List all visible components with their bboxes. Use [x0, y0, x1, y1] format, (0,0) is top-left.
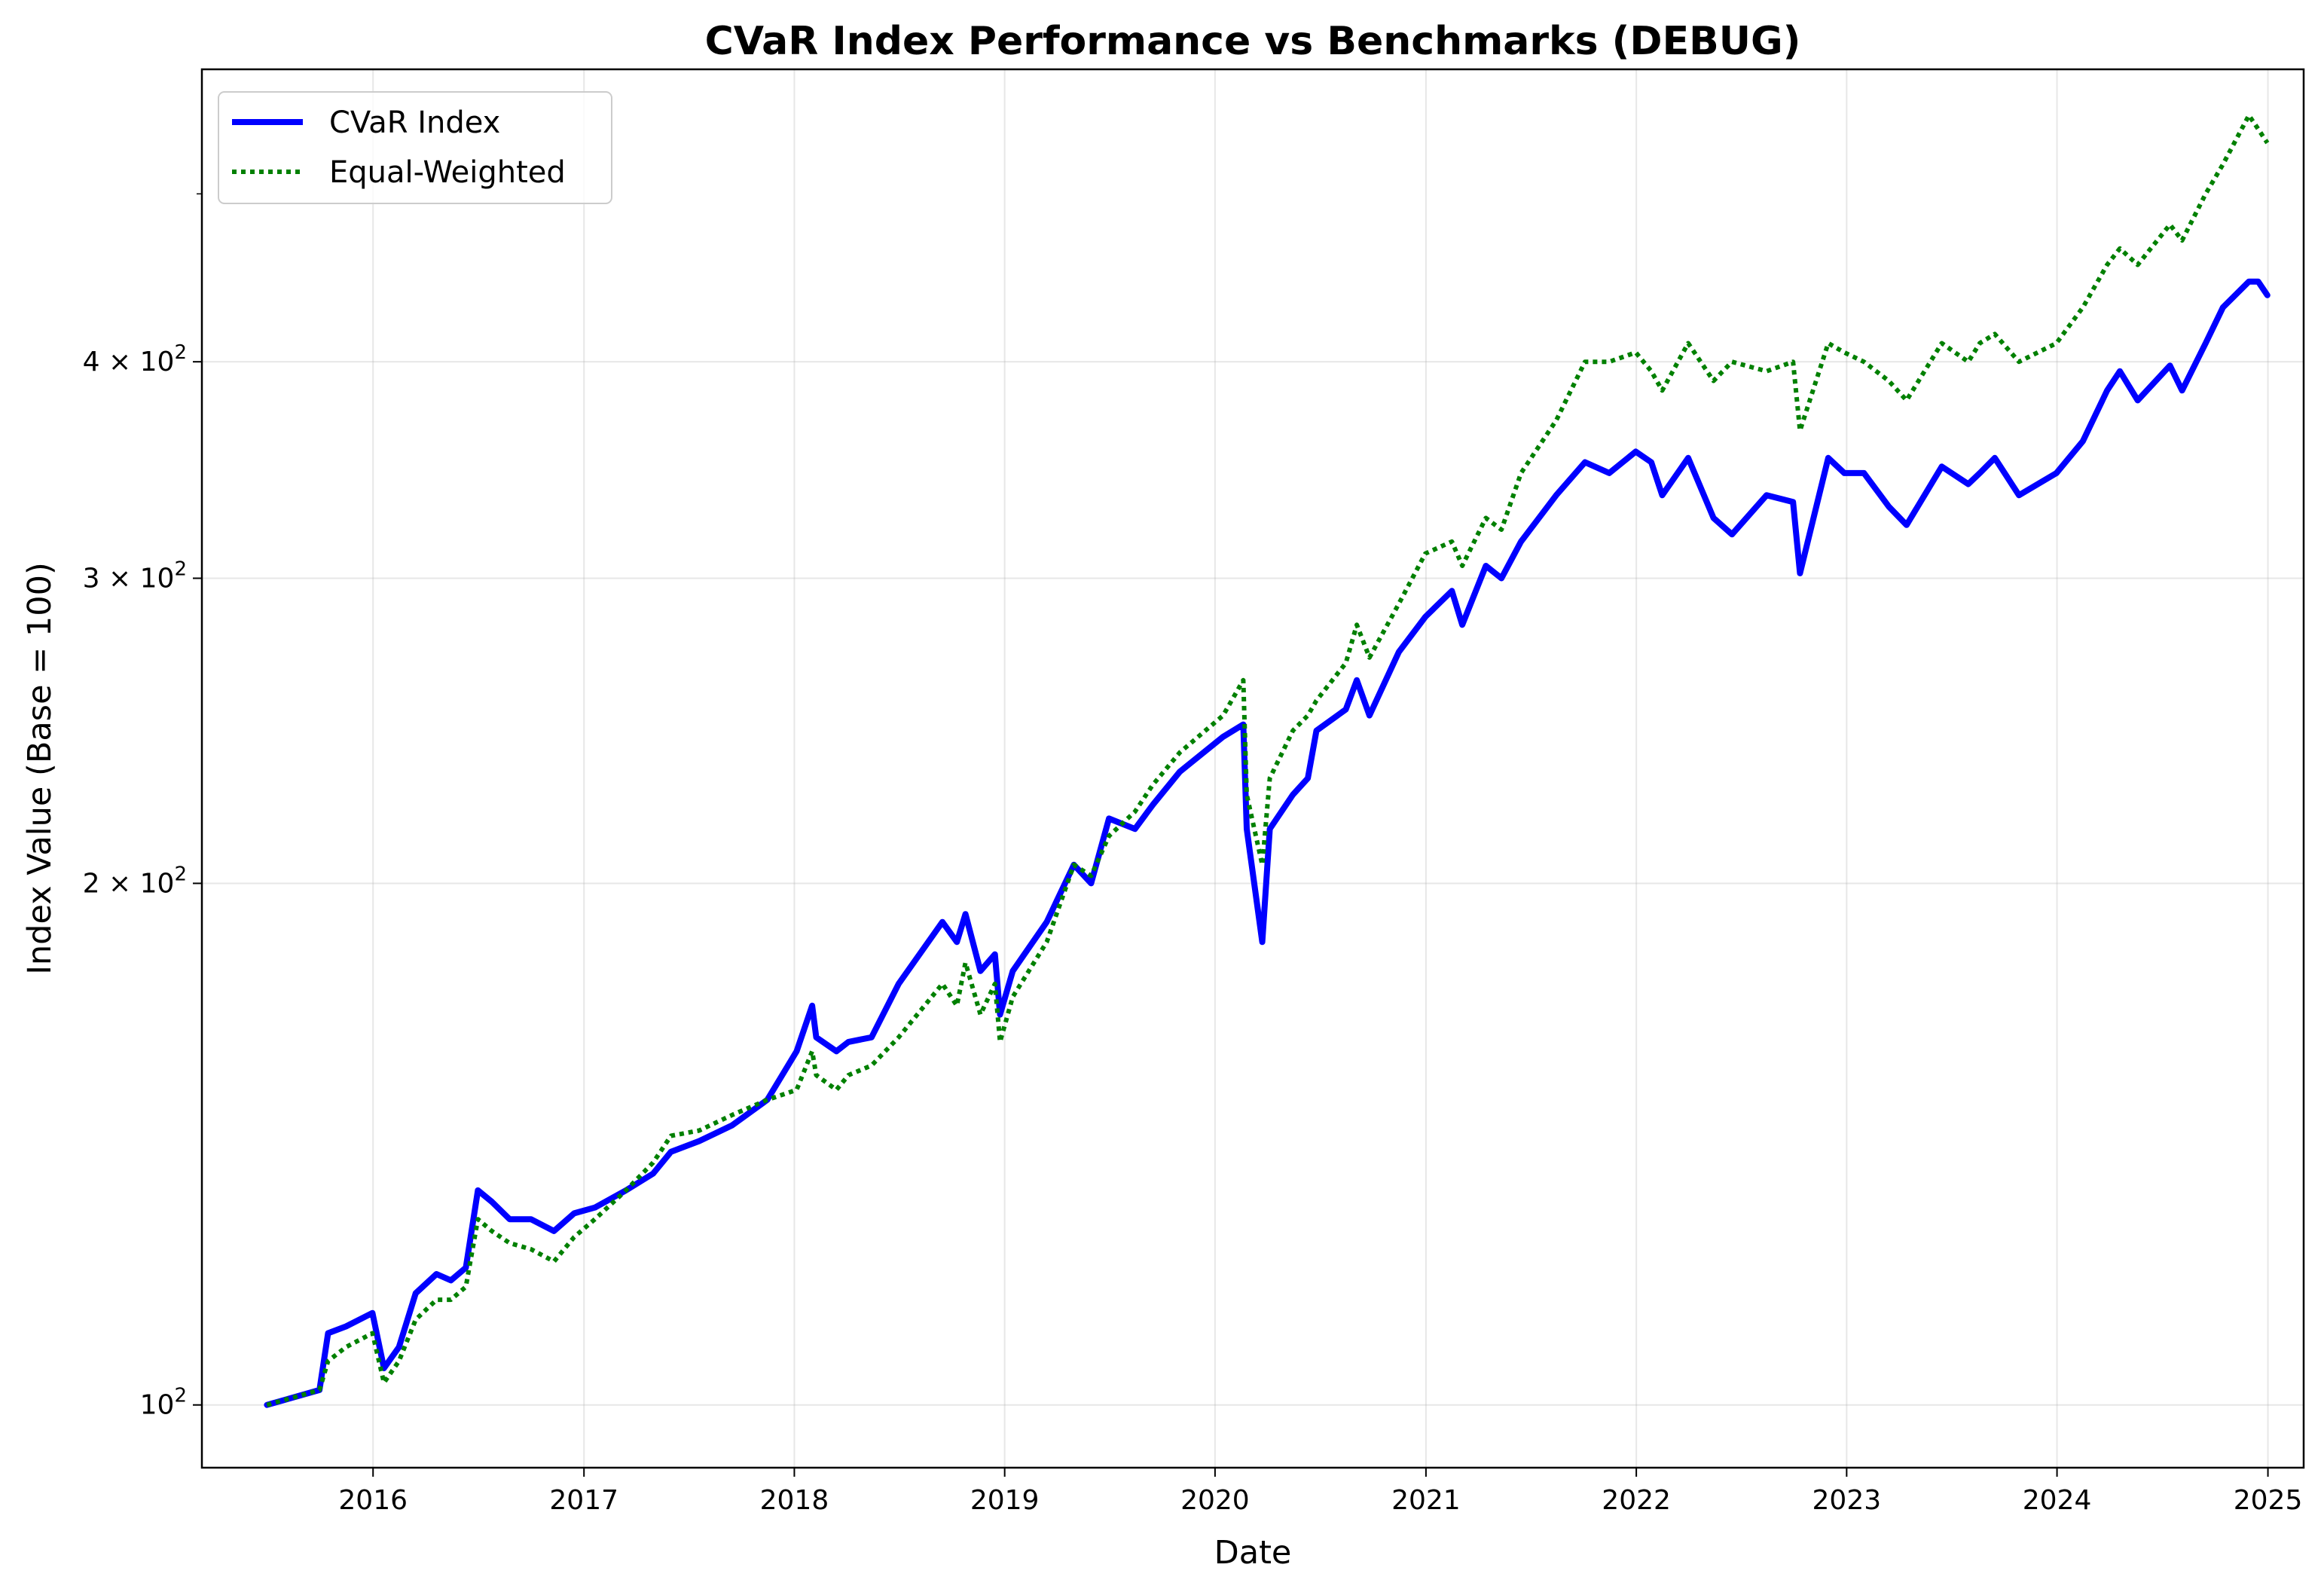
plot-frame	[200, 68, 2305, 1469]
y-tick-coef: 4 ×	[83, 347, 140, 377]
x-tick-label: 2017	[549, 1485, 618, 1516]
legend-box	[218, 91, 612, 204]
y-tick-base: 10	[140, 1390, 175, 1421]
x-tick-label: 2021	[1391, 1485, 1461, 1516]
chart-title: CVaR Index Performance vs Benchmarks (DE…	[705, 19, 1801, 64]
x-tick-label: 2024	[2023, 1485, 2092, 1516]
x-axis: 2016 2017 2018 2019 2020 2021 2022 2023 2024 2025	[338, 1468, 2302, 1516]
y-tick-exp: 2	[174, 1385, 187, 1407]
legend: CVaR Index Equal-Weighted	[218, 91, 612, 204]
plot-area	[264, 113, 2271, 1408]
y-tick-label: 2 × 102	[83, 863, 187, 899]
y-axis-label: Index Value (Base = 100)	[21, 562, 59, 975]
y-tick-exp: 2	[174, 558, 187, 580]
x-axis-label: Date	[1214, 1534, 1292, 1572]
y-tick-exp: 2	[174, 341, 187, 364]
x-tick-label: 2022	[1602, 1485, 1671, 1516]
y-tick-label: 102	[140, 1385, 187, 1421]
series-line-0	[264, 278, 2271, 1408]
legend-label-1: Equal-Weighted	[329, 155, 566, 190]
legend-label-0: CVaR Index	[329, 105, 500, 140]
series-layer	[264, 113, 2271, 1408]
y-tick-coef: 2 ×	[83, 868, 140, 899]
y-tick-label: 3 × 102	[83, 558, 187, 594]
y-tick-coef: 3 ×	[83, 563, 140, 594]
y-tick-base: 10	[140, 563, 175, 594]
x-tick-label: 2018	[760, 1485, 829, 1516]
y-tick-exp: 2	[174, 863, 187, 885]
x-tick-label: 2023	[1812, 1485, 1882, 1516]
x-tick-label: 2019	[970, 1485, 1040, 1516]
y-tick-base: 10	[140, 868, 175, 899]
y-tick-base: 10	[140, 347, 175, 377]
y-tick-label: 4 × 102	[83, 341, 187, 377]
x-tick-label: 2020	[1180, 1485, 1250, 1516]
x-tick-label: 2025	[2234, 1485, 2303, 1516]
x-tick-label: 2016	[338, 1485, 408, 1516]
grid	[202, 69, 2304, 1468]
series-line-1	[266, 113, 2270, 1407]
